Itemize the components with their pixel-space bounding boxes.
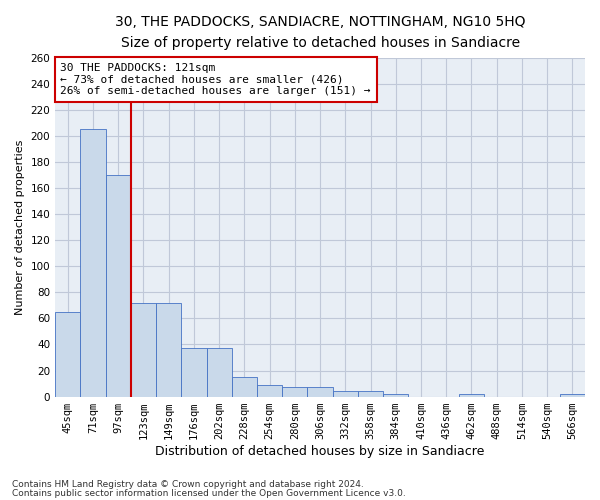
Bar xyxy=(383,394,409,396)
Bar xyxy=(358,392,383,396)
Bar xyxy=(232,377,257,396)
Bar xyxy=(206,348,232,397)
Bar xyxy=(560,394,585,396)
Bar xyxy=(80,130,106,396)
Bar xyxy=(459,394,484,396)
Y-axis label: Number of detached properties: Number of detached properties xyxy=(15,140,25,315)
X-axis label: Distribution of detached houses by size in Sandiacre: Distribution of detached houses by size … xyxy=(155,444,485,458)
Text: Contains HM Land Registry data © Crown copyright and database right 2024.: Contains HM Land Registry data © Crown c… xyxy=(12,480,364,489)
Bar xyxy=(131,302,156,396)
Bar xyxy=(106,175,131,396)
Bar xyxy=(282,388,307,396)
Bar xyxy=(332,392,358,396)
Text: Contains public sector information licensed under the Open Government Licence v3: Contains public sector information licen… xyxy=(12,488,406,498)
Text: 30 THE PADDOCKS: 121sqm
← 73% of detached houses are smaller (426)
26% of semi-d: 30 THE PADDOCKS: 121sqm ← 73% of detache… xyxy=(61,63,371,96)
Title: 30, THE PADDOCKS, SANDIACRE, NOTTINGHAM, NG10 5HQ
Size of property relative to d: 30, THE PADDOCKS, SANDIACRE, NOTTINGHAM,… xyxy=(115,15,526,50)
Bar xyxy=(181,348,206,397)
Bar xyxy=(307,388,332,396)
Bar xyxy=(257,385,282,396)
Bar xyxy=(156,302,181,396)
Bar xyxy=(55,312,80,396)
